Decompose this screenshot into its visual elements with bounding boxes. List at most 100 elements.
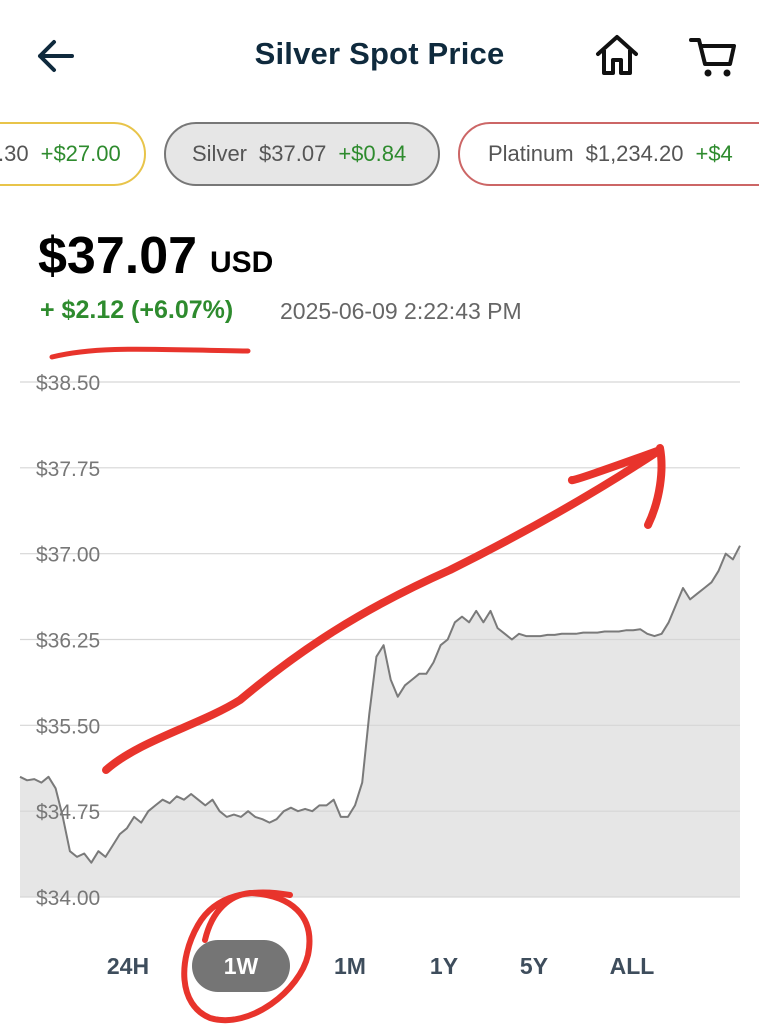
metal-selector: .30 +$27.00 Silver $37.07 +$0.84 Platinu… bbox=[0, 122, 759, 190]
data-point bbox=[668, 621, 670, 623]
metal-pill-silver[interactable]: Silver $37.07 +$0.84 bbox=[164, 122, 440, 186]
data-point bbox=[97, 850, 99, 852]
range-tab-5y[interactable]: 5Y bbox=[519, 953, 549, 979]
data-point bbox=[233, 813, 235, 815]
data-point bbox=[739, 545, 741, 547]
data-point bbox=[511, 638, 513, 640]
range-tab-24h[interactable]: 24H bbox=[106, 953, 150, 979]
metal-price: $1,234.20 bbox=[585, 141, 684, 166]
data-point bbox=[404, 684, 406, 686]
data-point bbox=[439, 644, 441, 646]
data-point bbox=[47, 776, 49, 778]
data-point bbox=[639, 628, 641, 630]
range-tab-1w[interactable]: 1W bbox=[192, 940, 290, 992]
data-point bbox=[161, 799, 163, 801]
range-selector: 24H 1W 1M 1Y 5Y ALL bbox=[0, 932, 759, 1002]
data-point bbox=[732, 558, 734, 560]
y-tick-label: $35.50 bbox=[36, 715, 100, 738]
data-point bbox=[104, 856, 106, 858]
data-point bbox=[368, 713, 370, 715]
data-point bbox=[582, 631, 584, 633]
current-price: $37.07 bbox=[38, 227, 198, 285]
data-point bbox=[290, 807, 292, 809]
data-point bbox=[325, 804, 327, 806]
home-button[interactable] bbox=[594, 32, 640, 78]
metal-name: Silver bbox=[192, 141, 248, 166]
data-point bbox=[375, 656, 377, 658]
data-point bbox=[169, 802, 171, 804]
data-point bbox=[211, 799, 213, 801]
data-point bbox=[625, 629, 627, 631]
data-point bbox=[90, 862, 92, 864]
data-point bbox=[204, 804, 206, 806]
data-point bbox=[532, 635, 534, 637]
data-point bbox=[589, 631, 591, 633]
data-point bbox=[126, 827, 128, 829]
data-point bbox=[19, 776, 21, 778]
data-point bbox=[561, 633, 563, 635]
data-point bbox=[197, 799, 199, 801]
data-point bbox=[646, 633, 648, 635]
data-point bbox=[218, 810, 220, 812]
currency-label: USD bbox=[210, 246, 274, 279]
y-tick-label: $38.50 bbox=[36, 372, 100, 395]
back-button[interactable] bbox=[34, 36, 78, 76]
range-tab-1y[interactable]: 1Y bbox=[429, 953, 459, 979]
y-tick-label: $34.00 bbox=[36, 887, 100, 910]
cart-button[interactable] bbox=[688, 32, 738, 80]
data-point bbox=[596, 631, 598, 633]
data-point bbox=[725, 553, 727, 555]
data-point bbox=[354, 804, 356, 806]
data-point bbox=[268, 821, 270, 823]
data-point bbox=[717, 570, 719, 572]
data-point bbox=[133, 816, 135, 818]
data-point bbox=[112, 844, 114, 846]
metal-pill-platinum[interactable]: Platinum $1,234.20 +$4 bbox=[458, 122, 759, 186]
data-point bbox=[33, 778, 35, 780]
data-point bbox=[254, 816, 256, 818]
data-point bbox=[283, 810, 285, 812]
app-header: Silver Spot Price bbox=[0, 0, 759, 110]
data-point bbox=[397, 696, 399, 698]
price-change: + $2.12 (+6.07%) bbox=[40, 296, 234, 324]
data-point bbox=[710, 581, 712, 583]
data-point bbox=[675, 604, 677, 606]
arrow-left-icon bbox=[38, 40, 74, 72]
data-point bbox=[183, 799, 185, 801]
data-point bbox=[311, 810, 313, 812]
data-point bbox=[147, 810, 149, 812]
metal-pill-gold[interactable]: .30 +$27.00 bbox=[0, 122, 146, 186]
data-point bbox=[418, 673, 420, 675]
data-point bbox=[361, 781, 363, 783]
data-point bbox=[660, 633, 662, 635]
quote-timestamp: 2025-06-09 2:22:43 PM bbox=[280, 298, 522, 324]
data-point bbox=[390, 678, 392, 680]
range-tab-1m[interactable]: 1M bbox=[334, 953, 366, 979]
range-tab-all[interactable]: ALL bbox=[609, 953, 655, 979]
data-point bbox=[62, 816, 64, 818]
data-point bbox=[632, 629, 634, 631]
data-point bbox=[304, 808, 306, 810]
data-point bbox=[76, 856, 78, 858]
data-point bbox=[26, 779, 28, 781]
data-point bbox=[176, 795, 178, 797]
data-point bbox=[382, 644, 384, 646]
y-tick-label: $34.75 bbox=[36, 801, 100, 824]
metal-change: +$4 bbox=[695, 141, 733, 166]
y-tick-label: $37.75 bbox=[36, 458, 100, 481]
data-point bbox=[425, 673, 427, 675]
data-point bbox=[226, 816, 228, 818]
cart-icon bbox=[689, 38, 736, 77]
data-point bbox=[554, 634, 556, 636]
y-tick-label: $36.25 bbox=[36, 630, 100, 653]
data-point bbox=[504, 633, 506, 635]
data-point bbox=[496, 627, 498, 629]
underline-annotation bbox=[49, 346, 251, 360]
y-tick-label: $37.00 bbox=[36, 544, 100, 567]
data-point bbox=[347, 816, 349, 818]
page-title: Silver Spot Price bbox=[254, 36, 505, 71]
metal-name: Platinum bbox=[488, 141, 574, 166]
data-point bbox=[318, 804, 320, 806]
price-chart[interactable]: $38.50 $37.75 $37.00 $36.25 $35.50 $34.75 $34.… bbox=[0, 360, 759, 920]
data-point bbox=[489, 610, 491, 612]
